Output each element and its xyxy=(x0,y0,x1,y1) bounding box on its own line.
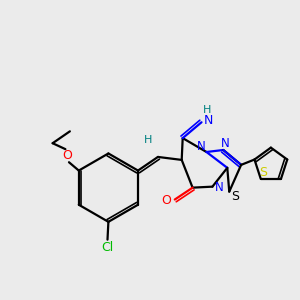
Text: H: H xyxy=(144,135,152,145)
Text: N: N xyxy=(197,140,206,153)
Text: S: S xyxy=(231,190,239,203)
Text: N: N xyxy=(214,181,223,194)
Text: S: S xyxy=(259,166,267,179)
Text: Cl: Cl xyxy=(101,242,114,254)
Text: O: O xyxy=(63,149,72,162)
Text: N: N xyxy=(220,137,229,150)
Text: N: N xyxy=(203,114,213,127)
Text: O: O xyxy=(161,194,171,207)
Text: H: H xyxy=(203,105,211,115)
